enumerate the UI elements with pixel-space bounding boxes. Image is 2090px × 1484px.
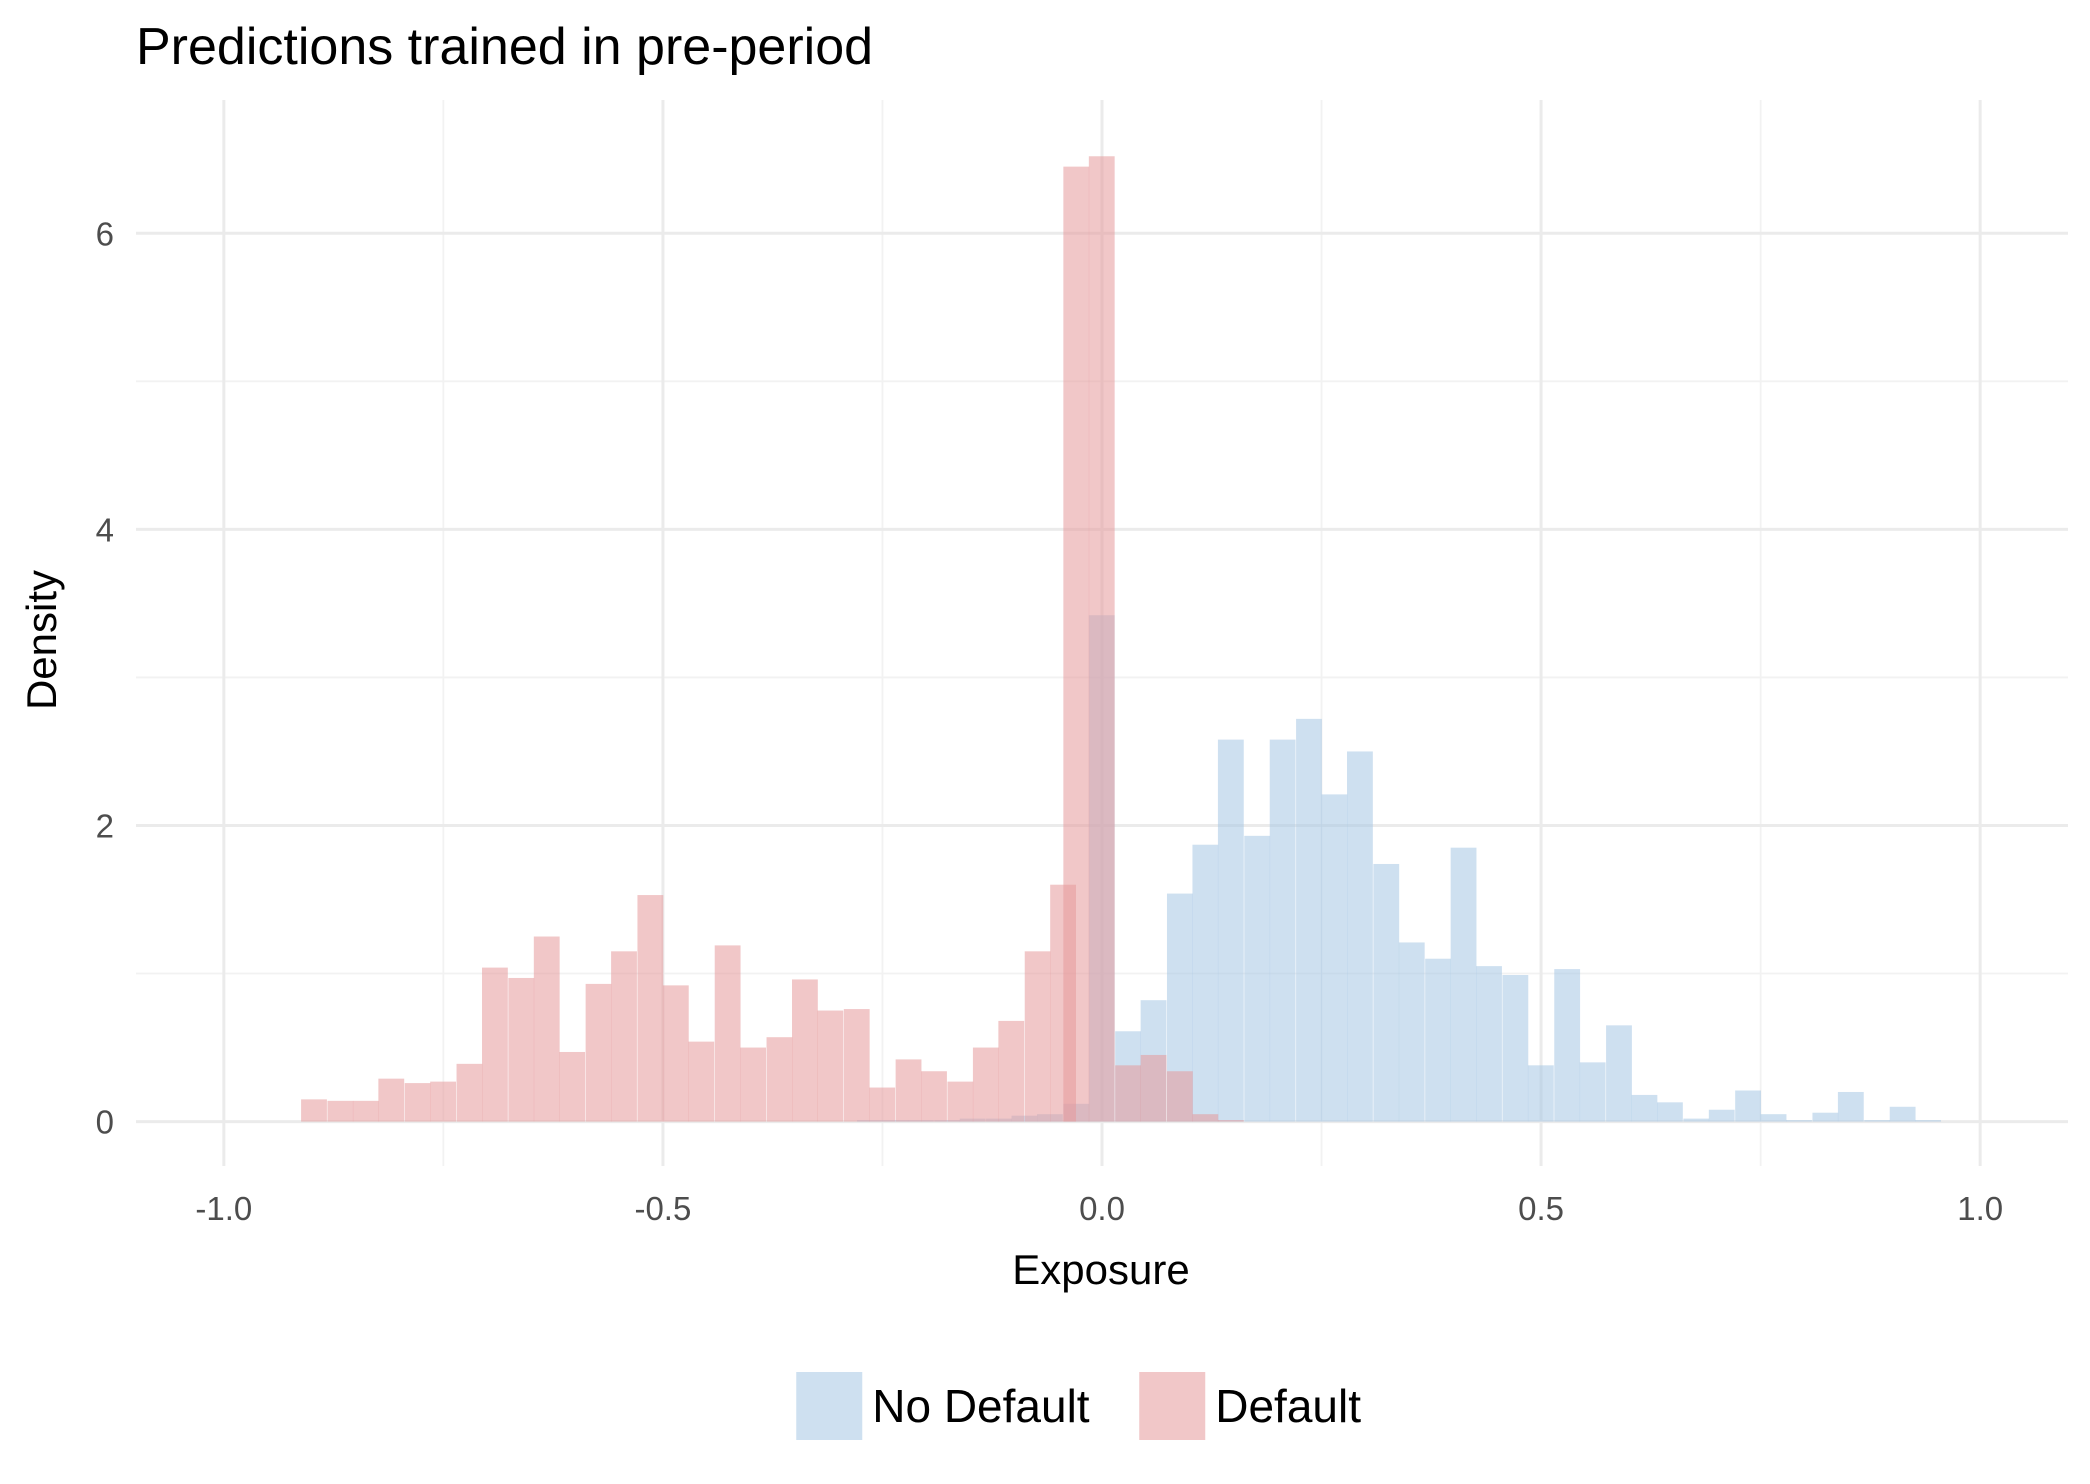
legend-item: No Default bbox=[796, 1372, 1090, 1440]
histogram-bar bbox=[637, 895, 664, 1122]
histogram-bar bbox=[404, 1083, 431, 1122]
histogram-bar bbox=[1657, 1102, 1683, 1122]
histogram-bar bbox=[352, 1100, 379, 1122]
histogram-bar bbox=[1864, 1120, 1891, 1122]
histogram-bar bbox=[792, 979, 818, 1122]
y-axis-title: Density bbox=[18, 570, 65, 710]
histogram-bar bbox=[1398, 942, 1425, 1122]
histogram-bar bbox=[1708, 1109, 1735, 1122]
histogram-bar bbox=[1140, 1054, 1167, 1122]
series-default bbox=[301, 156, 1244, 1122]
histogram-bar bbox=[662, 985, 689, 1122]
histogram-bar bbox=[934, 1120, 961, 1122]
histogram-bar bbox=[611, 951, 637, 1122]
histogram-bar bbox=[766, 1037, 793, 1122]
histogram-bar bbox=[559, 1051, 586, 1122]
histogram-bar bbox=[1606, 1025, 1632, 1122]
histogram-bar bbox=[740, 1047, 767, 1122]
histogram-bar bbox=[1502, 975, 1529, 1122]
histogram-bar bbox=[843, 1009, 870, 1122]
histogram-bar bbox=[714, 945, 741, 1122]
histogram-bar bbox=[1915, 1120, 1942, 1122]
x-tick-label: -1.0 bbox=[195, 1190, 252, 1227]
y-tick-label: 6 bbox=[96, 215, 114, 252]
histogram-bar bbox=[869, 1087, 896, 1122]
histogram-bars bbox=[301, 156, 1942, 1122]
histogram-bar bbox=[921, 1071, 947, 1122]
histogram-bar bbox=[1296, 718, 1322, 1122]
histogram-bar bbox=[1192, 844, 1219, 1122]
x-axis-title: Exposure bbox=[1012, 1246, 1189, 1293]
histogram-bar bbox=[456, 1063, 483, 1122]
histogram-bar bbox=[1631, 1094, 1658, 1122]
histogram-bar bbox=[1244, 835, 1271, 1122]
histogram-bar bbox=[817, 1010, 844, 1122]
histogram-bar bbox=[895, 1059, 922, 1122]
x-tick-label: 0.0 bbox=[1079, 1190, 1125, 1227]
histogram-bar bbox=[533, 936, 560, 1122]
histogram-bar bbox=[998, 1020, 1025, 1122]
histogram-bar bbox=[1269, 739, 1296, 1122]
y-tick-label: 4 bbox=[96, 511, 114, 548]
histogram-bar bbox=[1837, 1091, 1864, 1122]
legend-swatch bbox=[796, 1372, 863, 1440]
histogram-bar bbox=[882, 1120, 909, 1122]
y-axis-ticks: 0 2 4 6 bbox=[96, 215, 114, 1140]
histogram-bar bbox=[1373, 863, 1400, 1122]
histogram-bar bbox=[1579, 1062, 1606, 1122]
histogram-bar bbox=[378, 1078, 405, 1122]
y-tick-label: 2 bbox=[96, 807, 114, 844]
histogram-bar bbox=[1088, 156, 1115, 1122]
histogram-bar bbox=[1192, 1114, 1219, 1122]
histogram-bar bbox=[1217, 1120, 1244, 1122]
histogram-bar bbox=[1347, 751, 1373, 1122]
x-axis-ticks: -1.0 -0.5 0.0 0.5 1.0 bbox=[195, 1190, 2003, 1227]
histogram-bar bbox=[482, 967, 508, 1122]
x-tick-label: 1.0 bbox=[1957, 1190, 2003, 1227]
legend-label: No Default bbox=[872, 1380, 1090, 1432]
histogram-bar bbox=[301, 1099, 327, 1122]
histogram-bar bbox=[1217, 739, 1244, 1122]
histogram-bar bbox=[1476, 966, 1502, 1122]
histogram-bar bbox=[1063, 166, 1090, 1122]
histogram-bar bbox=[1115, 1065, 1141, 1122]
legend-item: Default bbox=[1139, 1372, 1361, 1440]
histogram-bar bbox=[1554, 969, 1581, 1122]
histogram-bar bbox=[1683, 1118, 1710, 1122]
histogram-bar bbox=[1450, 847, 1477, 1122]
histogram-bar bbox=[972, 1047, 999, 1122]
histogram-bar bbox=[1527, 1065, 1554, 1122]
histogram-bar bbox=[1024, 951, 1051, 1122]
histogram-bar bbox=[1011, 1115, 1038, 1122]
histogram-bar bbox=[430, 1081, 457, 1122]
legend-swatch bbox=[1139, 1372, 1206, 1440]
histogram-bar bbox=[1735, 1090, 1761, 1122]
x-tick-label: -0.5 bbox=[634, 1190, 691, 1227]
histogram-bar bbox=[947, 1081, 974, 1122]
histogram-bar bbox=[585, 983, 612, 1122]
legend-label: Default bbox=[1215, 1380, 1361, 1432]
x-tick-label: 0.5 bbox=[1518, 1190, 1564, 1227]
histogram-bar bbox=[508, 977, 535, 1122]
legend: No Default Default bbox=[796, 1372, 1361, 1440]
histogram-bar bbox=[1425, 958, 1451, 1122]
histogram-bar bbox=[688, 1041, 715, 1122]
histogram-bar bbox=[1321, 794, 1348, 1122]
y-tick-label: 0 bbox=[96, 1104, 114, 1141]
histogram-bar bbox=[327, 1100, 354, 1122]
histogram-bar bbox=[1166, 1071, 1193, 1122]
histogram-bar bbox=[1889, 1106, 1916, 1122]
histogram-bar bbox=[1812, 1112, 1839, 1122]
histogram-bar bbox=[1760, 1114, 1787, 1122]
histogram-bar bbox=[1786, 1120, 1812, 1122]
chart-title: Predictions trained in pre-period bbox=[136, 18, 873, 76]
